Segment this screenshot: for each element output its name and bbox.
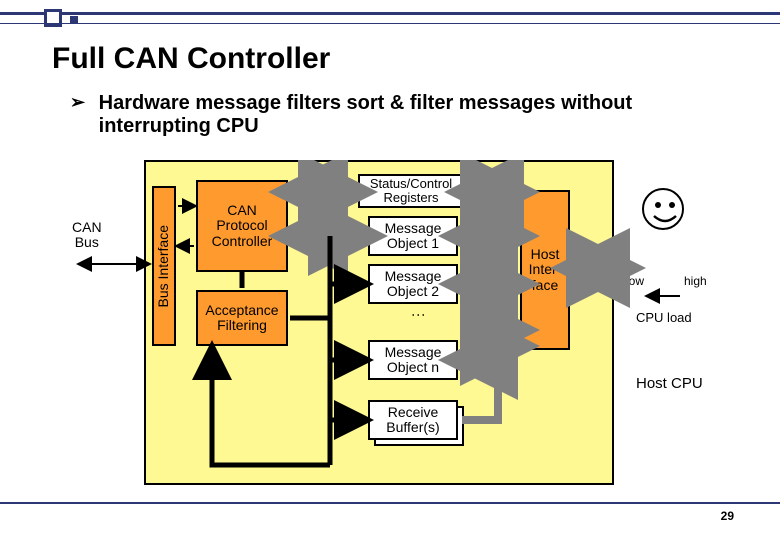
bullet-point: ➢ Hardware message filters sort & filter…	[70, 92, 720, 138]
slide-title: Full CAN Controller	[52, 42, 330, 76]
bullet-text: Hardware message filters sort & filter m…	[99, 92, 659, 138]
bottom-accent-line	[0, 502, 780, 504]
diagram-connectors	[72, 160, 712, 485]
top-accent-bar	[0, 12, 780, 20]
topbar-square-outline	[44, 9, 62, 27]
architecture-diagram: CAN Bus Bus Interface CAN Protocol Contr…	[72, 160, 712, 485]
topbar-thin-line	[0, 23, 780, 24]
page-number: 29	[721, 509, 734, 523]
bullet-arrow-icon: ➢	[70, 92, 85, 113]
topbar-thick-line	[0, 12, 780, 15]
